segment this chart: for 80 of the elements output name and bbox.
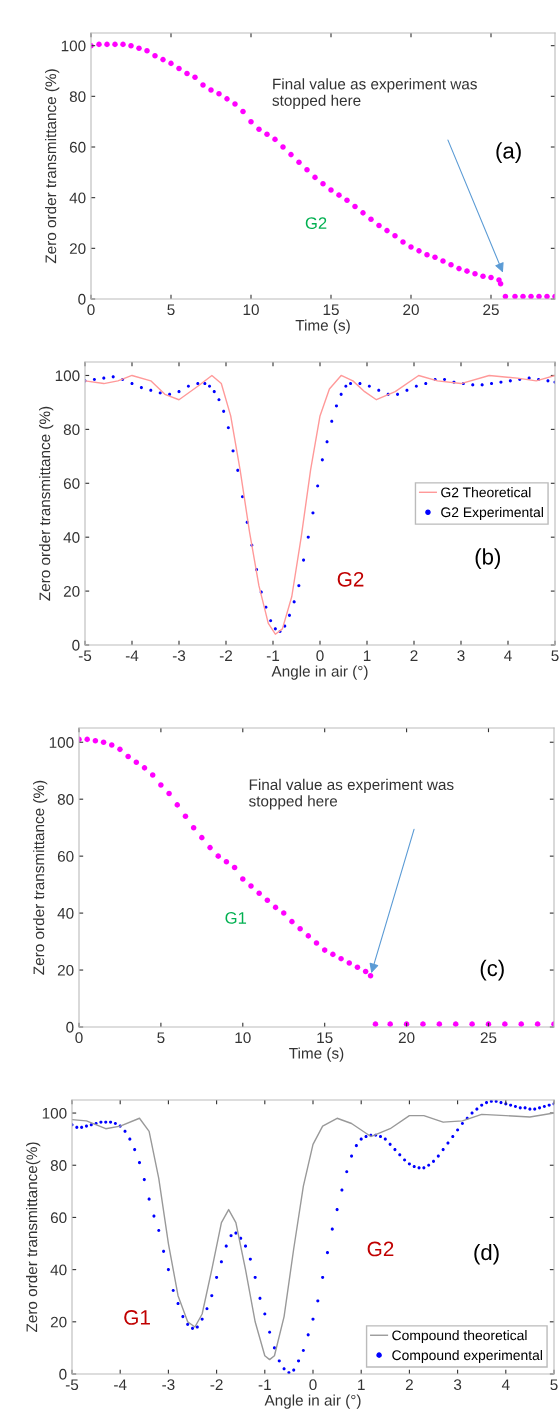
y-tick-label: 0 [66, 1021, 74, 1033]
x-tick-label: 4 [504, 650, 512, 661]
x-tick-label: 25 [480, 1032, 497, 1044]
x-tick-label: 10 [235, 1032, 251, 1044]
y-tick-label: 40 [63, 532, 80, 543]
y-tick-label: 100 [61, 40, 86, 52]
annotation: (b) [475, 548, 500, 570]
y-axis-title: Zero order transmittance (%) [33, 780, 48, 975]
y-tick-label: 60 [69, 141, 86, 153]
x-axis-title: Time (s) [289, 1047, 344, 1062]
x-tick-label: 0 [309, 1379, 317, 1391]
x-tick-label: -2 [219, 650, 233, 661]
legend-label: G2 Experimental [441, 506, 543, 520]
x-tick-label: -4 [114, 1379, 127, 1390]
x-tick-label: -3 [162, 1379, 175, 1391]
x-axis-title: Time (s) [295, 319, 350, 334]
x-tick-label: 20 [403, 304, 419, 316]
y-tick-label: 40 [69, 192, 86, 204]
x-tick-label: 2 [405, 1379, 413, 1390]
legend-label: Compound experimental [392, 1349, 542, 1363]
annotation: Final value as experiment was stopped here [272, 78, 477, 109]
x-tick-label: 15 [323, 304, 339, 316]
x-tick-label: 3 [457, 650, 465, 662]
y-tick-label: 20 [50, 1316, 67, 1328]
y-tick-label: 20 [63, 585, 80, 597]
y-tick-label: 80 [57, 794, 74, 805]
y-tick-label: 80 [69, 91, 86, 103]
x-tick-label: 25 [483, 304, 499, 316]
x-tick-label: 5 [550, 1379, 558, 1391]
y-tick-label: 0 [72, 639, 80, 651]
y-tick-label: 0 [59, 1368, 67, 1380]
y-tick-label: 40 [50, 1264, 67, 1276]
x-axis-title: Angle in air (°) [271, 665, 368, 680]
y-axis-title: Zero order transmittance(%) [26, 1142, 41, 1333]
y-tick-label: 20 [69, 243, 86, 255]
x-tick-label: -1 [266, 650, 280, 661]
y-tick-label: 100 [49, 737, 74, 748]
x-tick-label: 20 [398, 1032, 415, 1044]
y-tick-label: 80 [63, 424, 80, 436]
x-tick-label: 1 [358, 1379, 365, 1390]
legend-label: Compound theoretical [392, 1330, 527, 1343]
y-tick-label: 60 [50, 1212, 67, 1224]
annotation: G1 [225, 912, 247, 924]
x-tick-label: -4 [125, 650, 139, 661]
y-axis-title: Zero order transmittance (%) [39, 406, 54, 601]
x-tick-label: 5 [551, 650, 559, 662]
y-tick-label: 100 [42, 1107, 67, 1119]
x-tick-label: 2 [410, 650, 418, 661]
x-tick-label: -5 [78, 650, 92, 662]
x-tick-label: 4 [501, 1379, 510, 1390]
x-tick-label: 3 [453, 1379, 462, 1391]
annotation: Final value as experiment was stopped here [249, 778, 454, 810]
y-tick-label: 60 [63, 478, 80, 489]
x-tick-label: 1 [363, 650, 371, 661]
x-tick-label: 5 [167, 304, 175, 316]
x-tick-label: -1 [258, 1379, 271, 1390]
legend-label: G2 Theoretical [441, 487, 531, 498]
x-tick-label: 0 [316, 650, 324, 662]
y-tick-label: 60 [57, 851, 74, 862]
x-tick-label: 15 [317, 1032, 333, 1044]
annotation: G2 [337, 571, 364, 587]
annotation: G1 [124, 1310, 150, 1325]
x-tick-label: 0 [87, 304, 95, 316]
y-tick-label: 80 [50, 1160, 67, 1171]
annotation: (a) [496, 142, 521, 164]
y-tick-label: 0 [78, 293, 86, 305]
x-tick-label: 5 [157, 1032, 165, 1044]
x-tick-label: -2 [210, 1379, 223, 1390]
annotation: G2 [367, 1241, 394, 1257]
x-tick-label: -3 [172, 650, 186, 662]
y-tick-label: 40 [57, 907, 74, 919]
x-axis-title: Angle in air (°) [264, 1394, 361, 1409]
annotation: G2 [305, 217, 327, 229]
y-tick-label: 20 [57, 964, 74, 976]
annotation: (d) [474, 1243, 499, 1265]
y-axis-title: Zero order transmittance (%) [45, 69, 60, 264]
x-tick-label: -5 [65, 1379, 79, 1391]
annotation: (c) [480, 959, 504, 981]
x-tick-label: 10 [243, 304, 259, 316]
y-tick-label: 100 [55, 370, 80, 382]
